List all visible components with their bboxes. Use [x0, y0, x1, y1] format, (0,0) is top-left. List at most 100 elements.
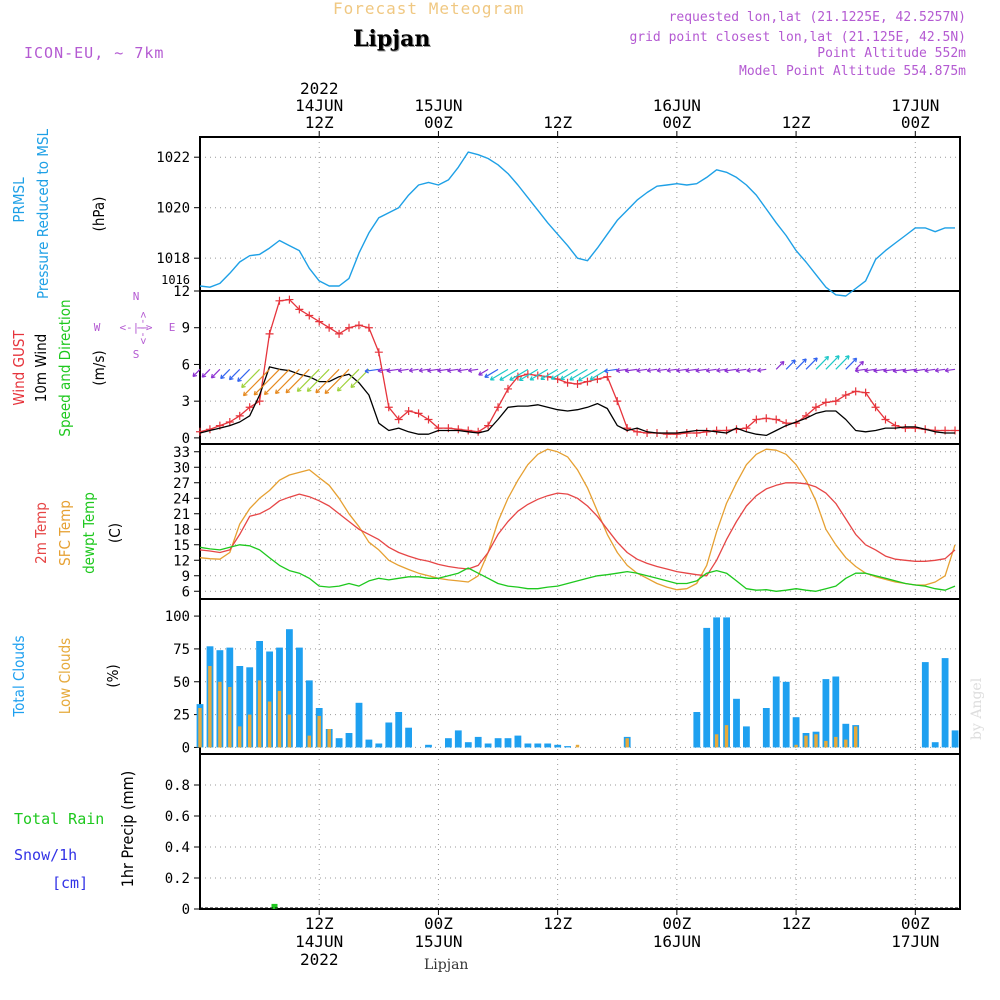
- top-time-label: 17JUN: [891, 96, 939, 115]
- low-cloud-bar: [248, 714, 252, 748]
- total-cloud-bar: [494, 738, 502, 748]
- wind-unit-label: (m/s): [90, 350, 108, 385]
- wind-direction-arrow: [934, 367, 946, 373]
- gust-marker: [662, 430, 671, 439]
- gust-marker: [494, 403, 503, 412]
- bottom-time-label: 12Z: [543, 914, 572, 933]
- gust-marker: [901, 424, 910, 433]
- pressure-label: PRMSL: [10, 177, 28, 223]
- total-cloud-bar: [355, 702, 363, 748]
- wind-direction-arrow: [569, 368, 588, 381]
- total-cloud-bar: [504, 738, 512, 748]
- precip-unit-label: 1hr Precip (mm): [118, 771, 137, 888]
- gust-marker: [295, 305, 304, 314]
- temp-unit-label: (C): [106, 523, 124, 543]
- y-tick-label-overlap: 1016: [161, 273, 190, 287]
- wind-direction-arrow: [944, 367, 956, 373]
- low-cloud-bar: [854, 726, 858, 748]
- top-time-label: 00Z: [662, 113, 691, 132]
- wind-direction-arrow: [241, 368, 261, 389]
- top-time-label: 12Z: [543, 113, 572, 132]
- y-tick-label: 1018: [156, 251, 190, 267]
- wind-direction-label: Speed and Direction: [56, 299, 74, 436]
- total-cloud-bar: [474, 736, 482, 748]
- y-tick-label: 33: [173, 445, 190, 461]
- panel-wind: [194, 290, 961, 445]
- top-time-label: 2022: [300, 79, 339, 98]
- wind-direction-arrow: [913, 368, 926, 374]
- total-cloud-bar: [941, 658, 949, 748]
- wind-direction-arrow: [716, 367, 727, 373]
- total-cloud-bar: [375, 743, 383, 748]
- wind-direction-arrow: [408, 367, 419, 373]
- wind-direction-arrow: [624, 368, 638, 374]
- chart-title: Forecast Meteogram: [333, 0, 525, 18]
- gust-marker: [593, 375, 602, 384]
- y-tick-label: 25: [173, 708, 190, 724]
- gust-marker: [275, 296, 284, 305]
- wind-direction-arrow: [324, 368, 350, 395]
- gust-marker: [285, 295, 294, 304]
- gust-marker: [503, 384, 512, 393]
- wind-direction-arrow: [350, 368, 370, 389]
- low-cloud-bar: [208, 666, 212, 748]
- top-time-label: 16JUN: [653, 96, 701, 115]
- total-cloud-bar: [782, 681, 790, 748]
- bottom-time-label: 12Z: [305, 914, 334, 933]
- wind-direction-arrow: [815, 355, 830, 370]
- sfc-temp-label: SFC Temp: [56, 500, 74, 566]
- y-tick-label: 0: [182, 902, 190, 918]
- total-cloud-bar: [296, 647, 303, 748]
- rain-bar: [271, 903, 278, 909]
- y-tick-label: 30: [173, 460, 190, 476]
- gust-marker: [643, 428, 652, 437]
- point-altitude: Point Altitude 552m: [817, 46, 966, 61]
- panel-frame: [199, 136, 961, 292]
- wind-direction-arrow: [636, 367, 648, 373]
- wind-direction-arrow: [386, 368, 399, 374]
- gust-marker: [831, 397, 840, 406]
- gust-marker: [951, 426, 960, 435]
- total-cloud-bar: [335, 738, 343, 748]
- wind-direction-arrow: [604, 368, 618, 374]
- wind-direction-arrow: [785, 359, 796, 370]
- low-cloud-bar: [844, 739, 848, 748]
- y-tick-label: 18: [173, 522, 190, 538]
- wind-direction-arrow: [550, 368, 568, 380]
- wind-direction-arrow: [656, 367, 668, 373]
- gust-marker: [633, 427, 642, 436]
- gust-marker: [325, 323, 334, 332]
- gust-marker: [484, 421, 493, 430]
- wind-gust-label: Wind GUST: [10, 330, 28, 406]
- total-cloud-bar: [931, 742, 939, 748]
- low-cloud-bar: [814, 734, 818, 748]
- gust-marker: [702, 427, 711, 436]
- low-cloud-bar: [625, 738, 629, 748]
- gust-marker: [364, 323, 373, 332]
- wind-direction-arrow: [418, 367, 429, 373]
- wind-direction-arrow: [873, 368, 886, 374]
- compass-n: N: [133, 290, 140, 303]
- total-cloud-bar: [792, 717, 800, 748]
- total-cloud-bar: [822, 679, 830, 748]
- gust-marker: [225, 417, 234, 426]
- gust-marker: [811, 403, 820, 412]
- low-cloud-bar: [238, 726, 242, 748]
- top-time-label: 12Z: [782, 113, 811, 132]
- total-cloud-bar: [454, 730, 462, 748]
- wind-direction-arrow: [845, 357, 858, 370]
- total-cloud-bar: [554, 744, 562, 748]
- wind-direction-arrow: [666, 367, 677, 373]
- gust-marker: [742, 424, 751, 433]
- total-cloud-bar: [842, 723, 850, 748]
- gust-marker: [414, 409, 423, 418]
- grid-point-coords: grid point closest lon,lat (21.125E, 42.…: [629, 30, 966, 45]
- low-cloud-bar: [804, 735, 808, 748]
- bottom-time-label: 00Z: [424, 914, 453, 933]
- wind-direction-arrow: [540, 368, 558, 380]
- wind-direction-arrow: [695, 367, 707, 374]
- compass-s: S: [133, 348, 140, 361]
- total-cloud-bar: [544, 743, 552, 748]
- bottom-time-label: 12Z: [782, 914, 811, 933]
